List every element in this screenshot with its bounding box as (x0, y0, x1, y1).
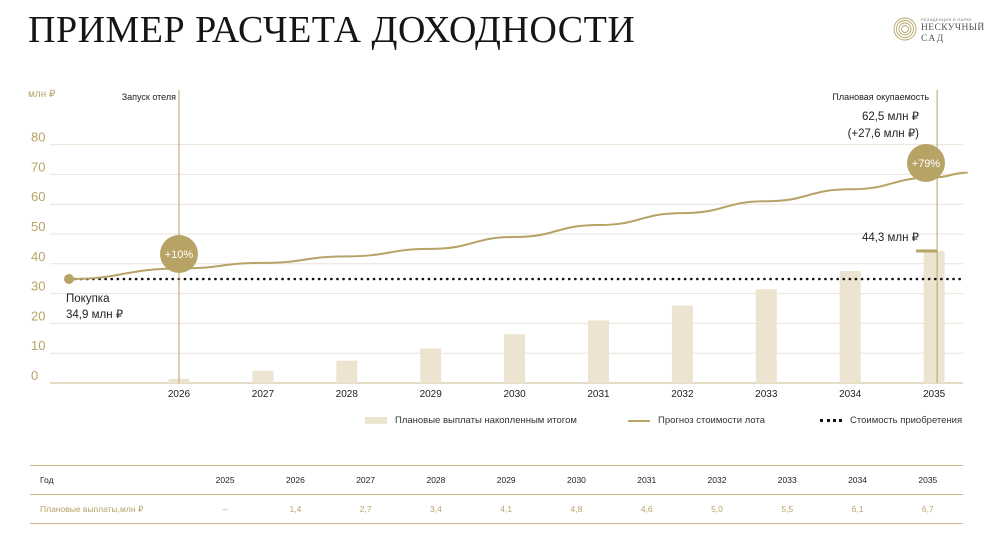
y-tick-label: 0 (31, 368, 38, 383)
legend-line-swatch (628, 419, 650, 422)
payback-gain: (+27,6 млн ₽) (848, 128, 920, 140)
last-bar-marker (916, 249, 937, 253)
launch-badge-text: +10% (165, 249, 194, 261)
y-tick-label: 60 (31, 189, 45, 204)
legend-item-purchase-cost: Стоимость приобретения (820, 415, 962, 429)
purchase-point (64, 273, 74, 284)
payback-label: Плановая окупаемость (832, 92, 929, 102)
payback-badge-text: +79% (912, 158, 941, 170)
y-tick-label: 20 (31, 308, 45, 323)
table-cell: 5,0 (681, 494, 753, 524)
bar-2028 (336, 360, 358, 383)
table-cell: 2031 (611, 465, 682, 495)
y-unit-label: млн ₽ (28, 89, 56, 100)
launch-badge (160, 235, 198, 273)
table-cell: – (190, 494, 261, 524)
x-tick-label: 2029 (420, 389, 443, 400)
table-cell: 2035 (892, 465, 963, 495)
legend-item-forecast: Прогноз стоимости лота (628, 415, 765, 429)
table-cell: 2034 (822, 465, 893, 495)
table-cell: 3,4 (400, 494, 472, 524)
x-tick-label: 2030 (503, 389, 526, 400)
table-cell: 2028 (400, 465, 472, 495)
legend-label: Плановые выплаты накопленным итогом (395, 415, 577, 426)
y-tick-label: 40 (31, 249, 45, 264)
x-tick-label: 2033 (755, 389, 778, 400)
payments-table: Год 2025 2026 2027 2028 2029 2030 2031 2… (30, 465, 963, 524)
table-header-label: Год (30, 465, 190, 495)
logo-name-line1: НЕСКУЧНЫЙ (921, 23, 985, 33)
y-tick-label: 80 (31, 130, 45, 145)
table-cell: 2030 (541, 465, 612, 495)
y-tick-label: 50 (31, 219, 45, 234)
table-cell: 2027 (330, 465, 401, 495)
x-tick-label: 2035 (923, 389, 946, 400)
bar-2029 (420, 348, 442, 383)
bar-2030 (504, 334, 526, 383)
purchase-value-label: 34,9 млн ₽ (66, 309, 124, 321)
brand-logo: РЕЗИДЕНЦИЯ В ПАРКЕ НЕСКУЧНЫЙ САД (893, 16, 993, 46)
purchase-label: Покупка (66, 293, 110, 305)
bar-2034 (839, 270, 861, 383)
table-row-label: Плановые выплаты,млн ₽ (30, 494, 190, 524)
legend-dotted-swatch (820, 419, 842, 422)
table-cell: 2029 (471, 465, 542, 495)
table-cell: 6,7 (892, 494, 963, 524)
table-cell: 2026 (260, 465, 331, 495)
table-cell: 2,7 (330, 494, 401, 524)
bar-2033 (755, 289, 777, 383)
table-cell: 4,1 (471, 494, 542, 524)
y-tick-label: 10 (31, 338, 45, 353)
x-tick-label: 2032 (671, 389, 694, 400)
bar-2032 (671, 305, 693, 383)
table-cell: 2025 (190, 465, 261, 495)
table-cell: 4,8 (541, 494, 612, 524)
x-tick-label: 2034 (839, 389, 862, 400)
bar-2027 (252, 370, 274, 383)
last-bar-data-label: 44,3 млн ₽ (862, 232, 920, 244)
table-cell: 4,6 (611, 494, 682, 524)
table-row: Плановые выплаты,млн ₽ – 1,4 2,7 3,4 4,1… (30, 494, 963, 524)
legend-bar-swatch (365, 417, 387, 424)
table-header-row: Год 2025 2026 2027 2028 2029 2030 2031 2… (30, 465, 963, 495)
x-tick-label: 2031 (587, 389, 610, 400)
page-title: ПРИМЕР РАСЧЕТА ДОХОДНОСТИ (28, 9, 636, 51)
x-tick-label: 2026 (168, 389, 191, 400)
table-cell: 2032 (681, 465, 753, 495)
legend-item-payments: Плановые выплаты накопленным итогом (365, 415, 577, 429)
launch-label: Запуск отеля (122, 92, 176, 102)
forecast-line (68, 171, 968, 280)
bar-2035 (923, 250, 945, 383)
table-cell: 5,5 (752, 494, 823, 524)
table-cell: 6,1 (822, 494, 893, 524)
table-cell: 1,4 (260, 494, 331, 524)
x-tick-label: 2028 (336, 389, 359, 400)
y-tick-label: 30 (31, 279, 45, 294)
legend-label: Стоимость приобретения (850, 415, 963, 426)
table-cell: 2033 (752, 465, 823, 495)
logo-tagline: РЕЗИДЕНЦИЯ В ПАРКЕ (921, 17, 973, 22)
logo-name-line2: САД (921, 34, 945, 44)
x-tick-label: 2027 (252, 389, 275, 400)
payback-badge (907, 144, 945, 182)
logo-emblem-icon (893, 17, 917, 41)
legend-label: Прогноз стоимости лота (658, 415, 765, 426)
payback-value: 62,5 млн ₽ (862, 111, 920, 123)
y-tick-label: 70 (31, 159, 45, 174)
bar-2031 (588, 320, 609, 383)
